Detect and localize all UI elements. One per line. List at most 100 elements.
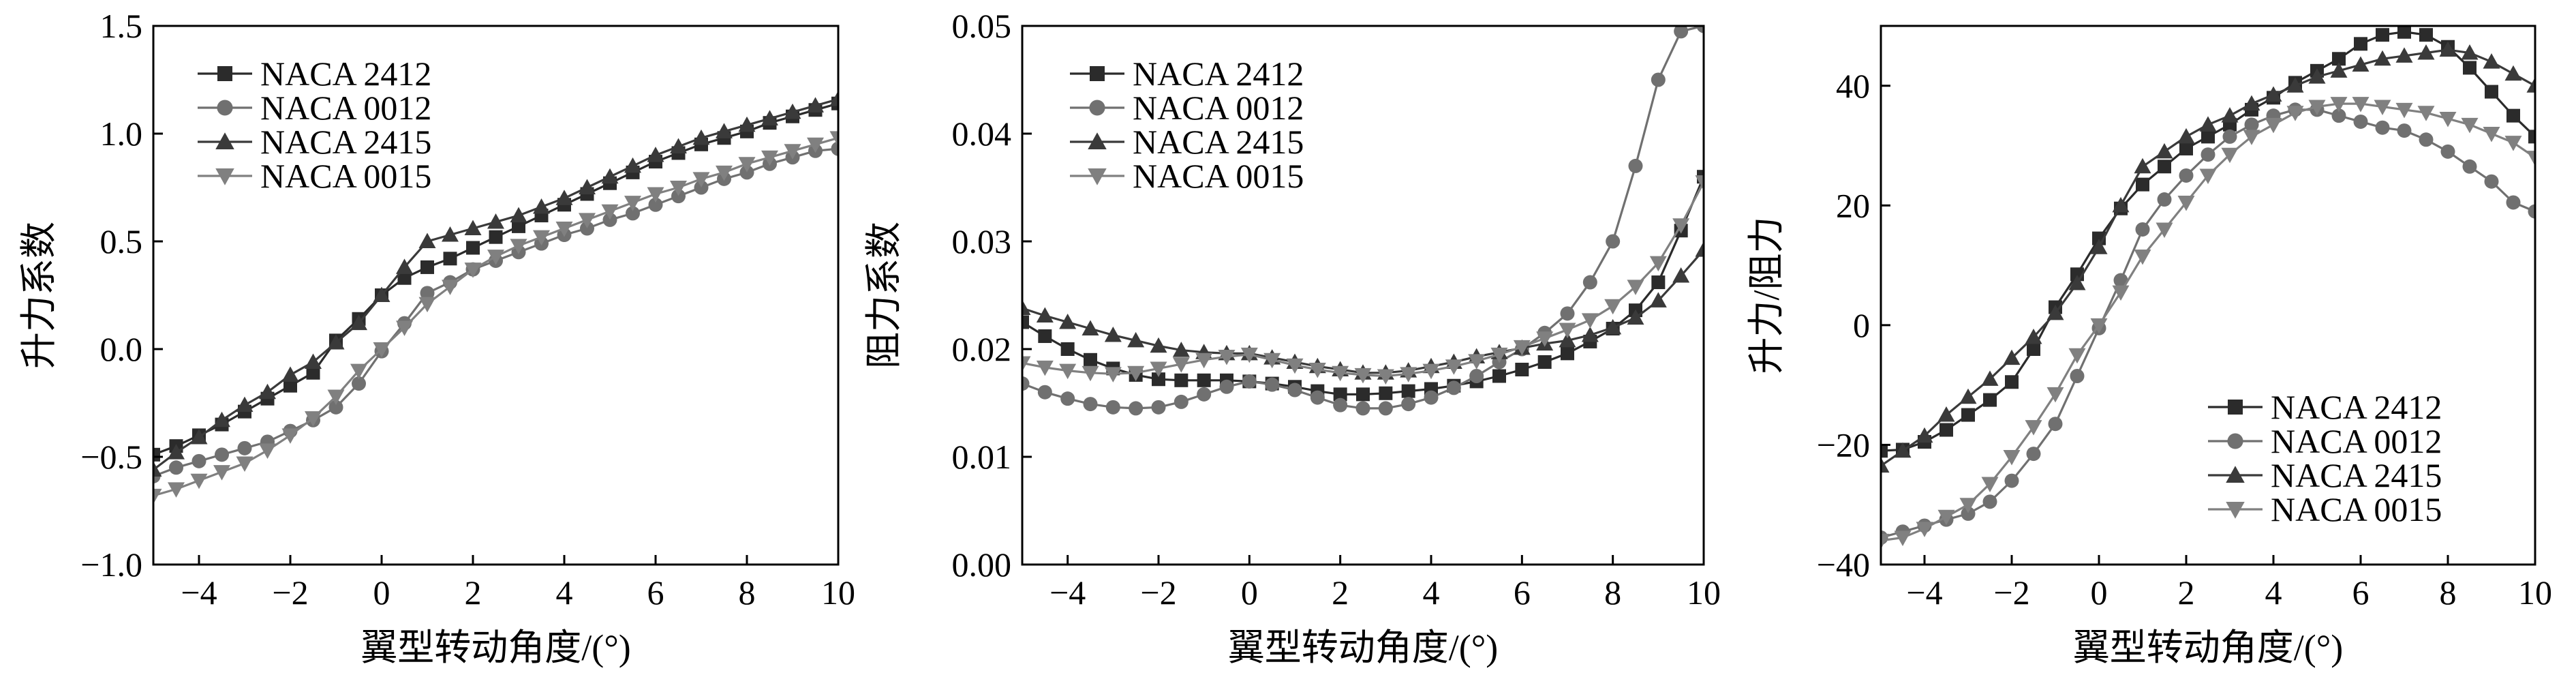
data-point: [2265, 86, 2282, 102]
data-point: [1060, 391, 1075, 406]
x-tick-label: −4: [181, 573, 217, 612]
x-tick-label: 4: [2265, 573, 2282, 612]
data-point: [1894, 530, 1912, 546]
data-point: [487, 250, 504, 265]
axes-frame: [1021, 25, 1705, 566]
data-point: [2070, 369, 2085, 383]
data-point: [306, 365, 320, 380]
legend-marker: [217, 66, 232, 81]
x-tick-label: 0: [373, 573, 390, 612]
data-point: [2090, 318, 2108, 334]
data-point: [2068, 348, 2086, 364]
data-point: [2395, 47, 2413, 63]
data-point: [396, 258, 413, 274]
data-point: [213, 411, 230, 427]
data-point: [624, 157, 641, 173]
data-point: [2439, 41, 2457, 57]
data-point: [1127, 331, 1145, 348]
data-point: [1287, 382, 1302, 397]
data-point: [694, 180, 709, 195]
data-point: [1060, 342, 1075, 356]
data-point: [601, 168, 619, 184]
data-point: [2003, 349, 2021, 365]
y-tick-label: 40: [1836, 67, 1870, 105]
plot-area: [153, 90, 838, 505]
data-point: [1104, 367, 1122, 382]
plot-area: [1881, 26, 2535, 550]
legend-label: NACA 2412: [2271, 388, 2442, 426]
data-point: [1379, 386, 1393, 400]
data-point: [397, 271, 412, 285]
data-point: [1469, 369, 1484, 383]
data-point: [1513, 340, 1531, 356]
axes-frame: [152, 25, 840, 566]
legend-marker: [215, 132, 234, 149]
data-point: [2461, 117, 2479, 134]
data-point: [671, 189, 686, 204]
data-point: [373, 342, 390, 358]
data-point: [555, 190, 573, 205]
data-point: [2462, 159, 2477, 174]
data-point: [373, 286, 390, 302]
data-point: [190, 429, 208, 445]
data-point: [2177, 127, 2195, 144]
data-point: [1981, 370, 1999, 386]
data-point: [1377, 369, 1394, 385]
data-point: [1490, 347, 1508, 363]
series-naca-0015: [1881, 97, 2535, 550]
data-point: [1560, 306, 1575, 321]
legend-marker: [2226, 502, 2245, 519]
y-tick-label: 0.5: [100, 222, 143, 260]
data-point: [1354, 368, 1372, 384]
data-point: [2397, 123, 2412, 138]
data-point: [2177, 195, 2195, 211]
data-point: [153, 461, 162, 477]
series-line: [153, 147, 838, 477]
x-tick-label: −2: [1140, 573, 1176, 612]
data-point: [1356, 387, 1370, 402]
data-point: [2243, 95, 2260, 111]
data-point: [510, 239, 527, 254]
x-tick-label: −2: [1993, 573, 2029, 612]
series-naca-2415: [1881, 41, 2535, 473]
data-point: [2201, 130, 2215, 144]
data-point: [1674, 26, 1689, 39]
data-point: [761, 150, 778, 166]
x-tick-label: 2: [2178, 573, 2195, 612]
data-point: [1695, 175, 1704, 191]
data-point: [2526, 77, 2535, 93]
data-point: [2201, 147, 2215, 162]
series-line: [1022, 26, 1704, 410]
data-point: [2374, 50, 2391, 66]
legend-marker: [1090, 66, 1105, 81]
data-point: [2463, 61, 2477, 75]
data-point: [1378, 401, 1393, 416]
data-point: [328, 400, 343, 415]
legend-label: NACA 2415: [1133, 123, 1304, 161]
data-point: [1959, 498, 1977, 513]
data-point: [2046, 387, 2064, 403]
data-point: [1355, 401, 1370, 416]
series-line: [1022, 181, 1704, 378]
x-tick-label: 0: [2091, 573, 2108, 612]
data-point: [2375, 120, 2390, 135]
data-point: [1651, 275, 1666, 290]
data-point: [1582, 275, 1597, 290]
data-point: [1219, 379, 1234, 394]
data-point: [784, 103, 801, 119]
data-point: [1022, 356, 1031, 372]
data-point: [1401, 384, 1415, 398]
data-point: [1961, 506, 1976, 521]
data-point: [2003, 450, 2021, 466]
legend-label: NACA 0015: [1133, 157, 1304, 195]
data-point: [1606, 234, 1621, 249]
data-point: [1916, 522, 1933, 537]
y-tick-label: 0.05: [952, 7, 1012, 45]
x-axis-title: 翼型转动角度/(°): [361, 627, 631, 668]
data-point: [1083, 397, 1098, 412]
x-tick-label: 0: [1241, 573, 1258, 612]
y-tick-label: 0.02: [952, 330, 1012, 368]
data-point: [2506, 108, 2520, 123]
series-naca-0015: [1022, 175, 1704, 385]
series-line: [1022, 176, 1704, 396]
